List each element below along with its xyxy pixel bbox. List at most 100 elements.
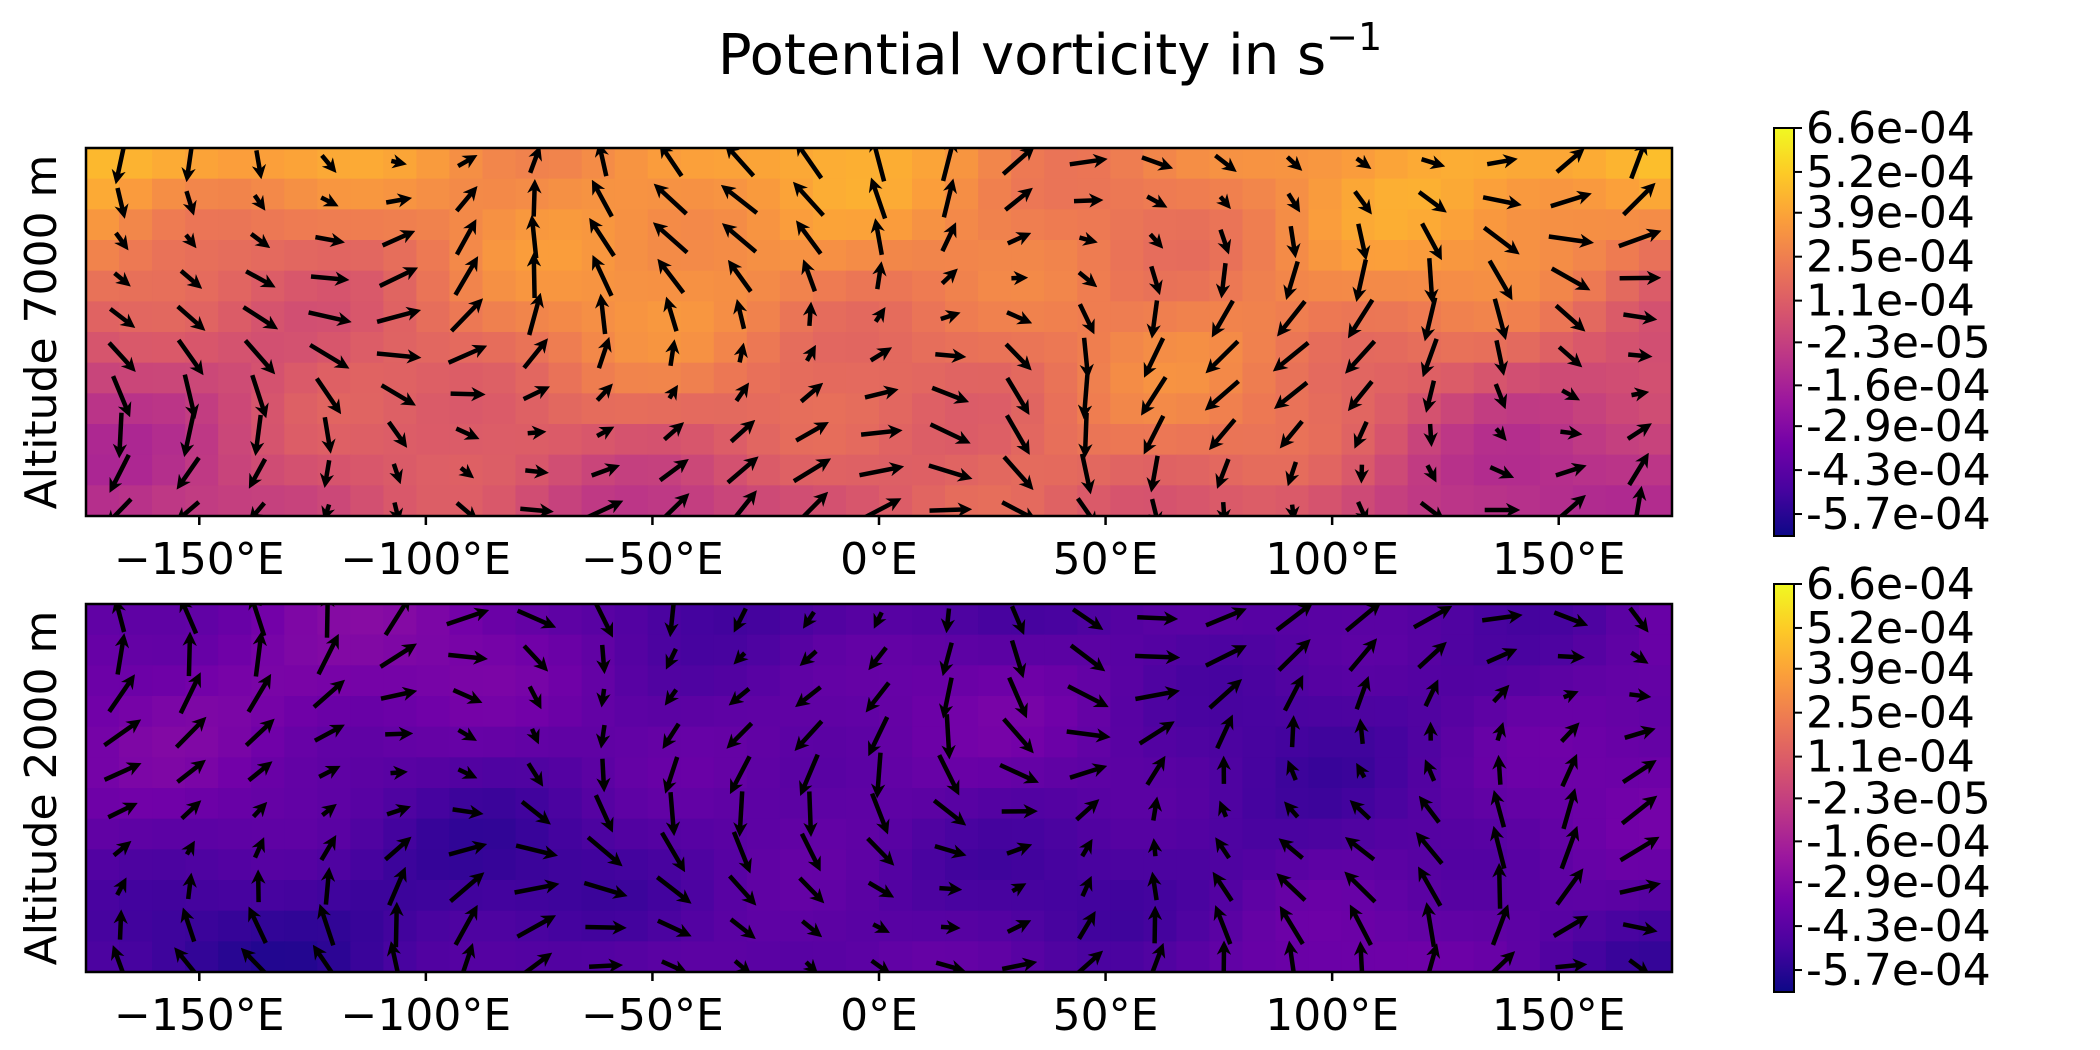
contour-cell xyxy=(152,393,186,425)
contour-cell xyxy=(284,393,319,425)
contour-cell xyxy=(548,634,583,667)
contour-cell xyxy=(812,209,847,241)
wind-arrow xyxy=(727,259,753,293)
wind-arrow xyxy=(1205,339,1240,374)
figure-title-superscript: −1 xyxy=(1326,15,1382,59)
contour-cell xyxy=(1308,424,1343,456)
wind-arrow xyxy=(595,724,611,749)
contour-cell xyxy=(945,240,979,272)
wind-arrow xyxy=(868,716,890,757)
contour-cell xyxy=(482,209,517,241)
contour-cell xyxy=(1374,757,1409,789)
contour-cell xyxy=(1440,757,1475,789)
contour-cell xyxy=(1473,880,1508,912)
contour-cell xyxy=(1605,362,1640,395)
contour-cell xyxy=(416,696,451,728)
contour-cell xyxy=(812,178,847,211)
contour-cell xyxy=(416,757,451,789)
contour-cell xyxy=(416,485,451,516)
wind-vectors xyxy=(103,604,1661,972)
contour-cell xyxy=(1308,941,1343,972)
wind-arrow xyxy=(1150,942,1166,972)
wind-arrow xyxy=(527,425,547,441)
contour-cell xyxy=(779,849,814,881)
colorbar-tick-label: 6.6e-04 xyxy=(1806,559,1975,610)
wind-arrow xyxy=(174,947,198,972)
wind-arrow xyxy=(940,608,956,634)
wind-arrow xyxy=(1557,649,1585,664)
contour-cell xyxy=(416,910,451,943)
contour-cell xyxy=(713,696,748,728)
wind-arrow xyxy=(1349,904,1373,947)
contour-cell xyxy=(1011,788,1046,820)
contour-cell xyxy=(1143,209,1178,241)
wind-arrow xyxy=(181,232,197,249)
wind-arrow xyxy=(860,424,903,439)
wind-arrow xyxy=(870,958,891,972)
contour-cell xyxy=(1110,270,1145,303)
wind-arrow xyxy=(1146,194,1168,208)
contour-cell xyxy=(350,424,385,456)
contour-cell xyxy=(779,941,814,972)
contour-cell xyxy=(1176,362,1211,395)
contour-cell xyxy=(548,665,583,697)
x-tick-label: 0°E xyxy=(840,534,918,585)
wind-arrow xyxy=(378,267,419,289)
wind-arrow xyxy=(449,298,484,333)
wind-arrow xyxy=(733,298,748,330)
contour-cell xyxy=(1275,393,1310,425)
contour-cell xyxy=(350,757,385,789)
contour-cell xyxy=(680,209,715,241)
contour-cell xyxy=(284,818,319,851)
contour-cell xyxy=(350,362,385,395)
wind-arrow xyxy=(658,458,689,483)
contour-cell xyxy=(614,634,649,667)
contour-cell xyxy=(1044,485,1079,516)
contour-cell xyxy=(1638,362,1672,395)
wind-arrow xyxy=(522,338,549,370)
wind-arrow xyxy=(319,459,335,488)
contour-cell xyxy=(1539,270,1574,303)
contour-cell xyxy=(879,757,913,789)
contour-cell xyxy=(548,757,583,789)
contour-cell xyxy=(812,634,847,667)
wind-arrow xyxy=(1550,190,1592,209)
contour-cell xyxy=(1176,726,1211,759)
contour-cell xyxy=(1110,910,1145,943)
contour-cell xyxy=(1605,696,1640,728)
wind-arrow xyxy=(1554,303,1586,332)
wind-arrow xyxy=(387,866,407,907)
contour-cell xyxy=(1011,209,1046,241)
contour-cell xyxy=(912,849,946,881)
contour-cell xyxy=(482,485,517,516)
contour-cell xyxy=(1011,240,1046,272)
contour-cell xyxy=(350,634,385,667)
contour-cell xyxy=(1176,818,1211,851)
wind-arrow xyxy=(448,650,488,665)
wind-arrow xyxy=(1140,375,1168,416)
wind-arrow xyxy=(733,490,757,516)
wind-arrow xyxy=(1353,940,1369,972)
wind-arrow xyxy=(107,341,136,373)
wind-arrow xyxy=(1356,762,1370,779)
contour-cell xyxy=(879,393,913,425)
contour-cell xyxy=(350,240,385,272)
wind-arrow xyxy=(859,462,905,478)
wind-arrow xyxy=(1075,799,1100,822)
contour-cell xyxy=(548,604,583,636)
contour-cell xyxy=(152,634,186,667)
wind-arrow xyxy=(181,148,196,183)
contour-field xyxy=(86,148,1672,516)
wind-arrow xyxy=(1275,604,1314,632)
wind-arrow xyxy=(251,837,265,859)
contour-cell xyxy=(548,424,583,456)
contour-cell xyxy=(1572,424,1607,456)
wind-arrow xyxy=(1559,722,1580,743)
colorbar-tick-label: 6.6e-04 xyxy=(1806,103,1975,154)
contour-cell xyxy=(482,240,517,272)
wind-arrow xyxy=(864,385,899,400)
wind-arrow xyxy=(1624,725,1656,740)
colorbar-tick-label: -2.9e-04 xyxy=(1806,401,1991,452)
wind-arrow xyxy=(1481,609,1523,624)
